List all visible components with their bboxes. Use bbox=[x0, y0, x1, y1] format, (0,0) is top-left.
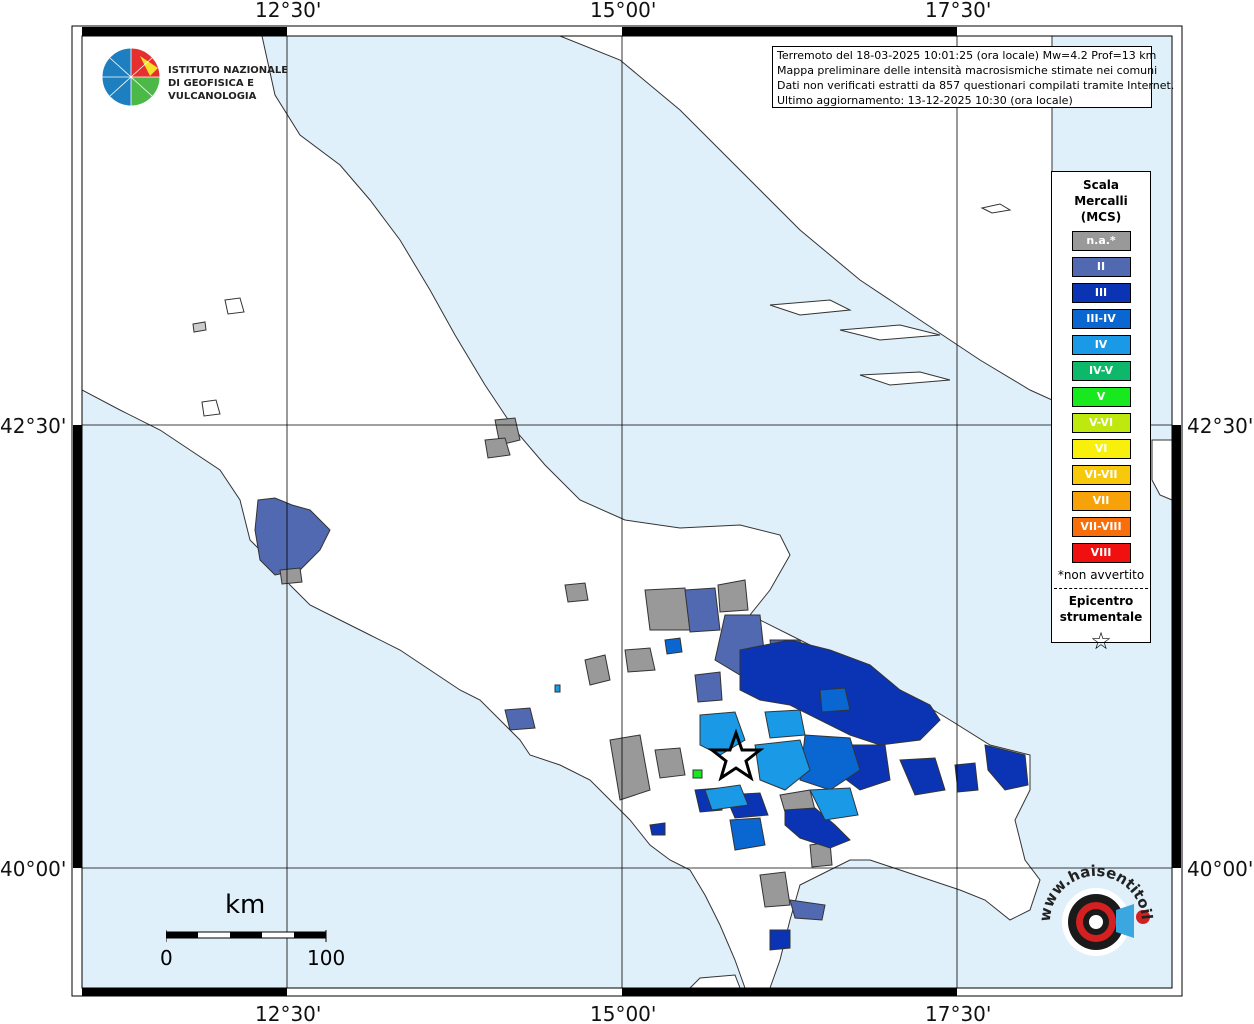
legend-item: n.a.* bbox=[1071, 231, 1131, 251]
intensity-iii-iv-areas bbox=[664, 637, 861, 851]
island bbox=[839, 324, 941, 341]
legend-item: IV bbox=[1071, 335, 1131, 355]
scale-max-label: 100 bbox=[307, 946, 346, 970]
legend-item: III-IV bbox=[1071, 309, 1131, 329]
legend-item: VI bbox=[1071, 439, 1131, 459]
island bbox=[859, 371, 951, 386]
intensity-v-area bbox=[692, 769, 703, 779]
mcs-legend: Scala Mercalli (MCS) n.a.* II III III-IV IV I… bbox=[1051, 171, 1151, 655]
graticule bbox=[82, 36, 1172, 988]
balkan-coast bbox=[430, 35, 1053, 401]
lon-tick-top-2: 15°00' bbox=[590, 0, 656, 22]
event-info-line1: Terremoto del 18-03-2025 10:01:25 (ora l… bbox=[777, 49, 1157, 62]
island bbox=[192, 321, 207, 333]
legend-items: n.a.* II III III-IV IV IV-V V V-VI VI VI-VII VII VI… bbox=[1052, 231, 1150, 563]
lon-tick-top-3: 17°30' bbox=[925, 0, 991, 22]
legend-title-line1: Scala bbox=[1082, 178, 1120, 192]
legend-note: *non avvertito bbox=[1057, 568, 1145, 582]
star-icon: ☆ bbox=[1090, 627, 1112, 655]
lon-tick-bottom-1: 12°30' bbox=[255, 1002, 321, 1024]
map-frame bbox=[71, 25, 1183, 997]
intensity-na-areas bbox=[279, 417, 833, 908]
scale-ruler bbox=[166, 930, 327, 942]
lon-tick-bottom-2: 15°00' bbox=[590, 1002, 656, 1024]
lat-tick-left-2: 40°00' bbox=[0, 857, 66, 881]
legend-item: IV-V bbox=[1071, 361, 1131, 381]
legend-title-line3: (MCS) bbox=[1080, 210, 1122, 224]
event-info-box: Terremoto del 18-03-2025 10:01:25 (ora l… bbox=[772, 46, 1175, 108]
legend-item: V-VI bbox=[1071, 413, 1131, 433]
legend-separator bbox=[1054, 588, 1148, 589]
legend-item: VIII bbox=[1071, 543, 1131, 563]
balkan-east bbox=[1151, 439, 1173, 501]
intensity-area-roma bbox=[254, 497, 331, 576]
legend-item: VI-VII bbox=[1071, 465, 1131, 485]
ingv-name-line2: DI GEOFISICA E VULCANOLOGIA bbox=[168, 78, 257, 102]
legend-item: VII bbox=[1071, 491, 1131, 511]
island bbox=[980, 203, 1012, 214]
lon-tick-top-1: 12°30' bbox=[255, 0, 321, 22]
intensity-iv-areas bbox=[554, 684, 859, 821]
legend-epicenter-line2: strumentale bbox=[1059, 610, 1143, 624]
lat-tick-left-1: 42°30' bbox=[0, 414, 66, 438]
legend-epicenter-line1: Epicentro bbox=[1068, 594, 1134, 608]
event-info-line2: Mappa preliminare delle intensità macros… bbox=[777, 64, 1158, 77]
lat-tick-right-2: 40°00' bbox=[1187, 857, 1253, 881]
scale-unit: km bbox=[225, 890, 266, 920]
legend-item: II bbox=[1071, 257, 1131, 277]
scale-bar: km 0 100 bbox=[160, 890, 360, 980]
legend-title-line2: Mercalli bbox=[1074, 194, 1128, 208]
ingv-name-line1: ISTITUTO NAZIONALE bbox=[168, 65, 289, 76]
globe-icon bbox=[101, 47, 161, 107]
lon-tick-bottom-3: 17°30' bbox=[925, 1002, 991, 1024]
event-info-line4: Ultimo aggiornamento: 13-12-2025 10:30 (… bbox=[777, 94, 1073, 107]
island bbox=[201, 399, 221, 417]
lat-tick-right-1: 42°30' bbox=[1187, 414, 1253, 438]
event-info-line3: Dati non verificati estratti da 857 ques… bbox=[777, 79, 1175, 92]
ingv-logo: ISTITUTO NAZIONALE DI GEOFISICA E VULCAN… bbox=[100, 46, 320, 110]
epicenter-star bbox=[707, 728, 765, 782]
island bbox=[769, 299, 852, 316]
island bbox=[224, 297, 245, 315]
legend-item: III bbox=[1071, 283, 1131, 303]
haisentito-logo: www.haisentitoilterremoto.it bbox=[1022, 846, 1160, 980]
scale-min-label: 0 bbox=[160, 946, 173, 970]
haisentito-logo-icon: www.haisentitoilterremoto.it bbox=[1022, 846, 1156, 956]
legend-item: VII-VIII bbox=[1071, 517, 1131, 537]
legend-item: V bbox=[1071, 387, 1131, 407]
